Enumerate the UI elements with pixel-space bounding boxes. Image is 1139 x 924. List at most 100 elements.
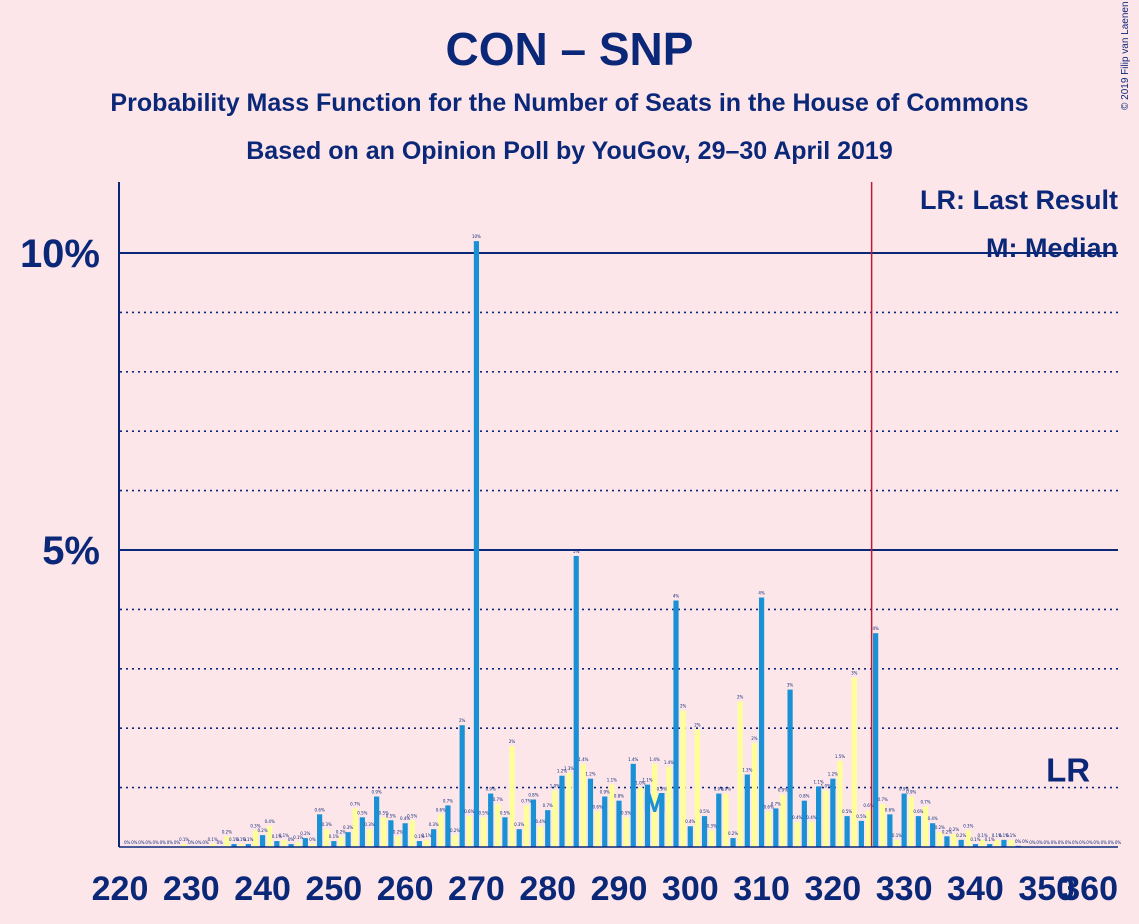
x-tick-label: 310: [733, 870, 790, 908]
blue-value-label: 0.9%: [899, 787, 909, 792]
blue-value-label: 0.1%: [985, 837, 995, 842]
yellow-value-label: 0.1%: [421, 833, 431, 838]
yellow-bar: [865, 810, 872, 847]
yellow-bar: [566, 772, 572, 847]
yellow-value-label: 1.0%: [821, 784, 831, 789]
yellow-bar: [267, 826, 273, 847]
yellow-bar: [994, 839, 1000, 847]
yellow-bar: [352, 808, 358, 847]
yellow-bar: [281, 839, 287, 847]
blue-value-label: 0%: [1044, 840, 1051, 845]
blue-value-label: 0.5%: [699, 809, 709, 814]
yellow-bar: [295, 842, 301, 847]
blue-value-label: 0%: [1029, 840, 1036, 845]
yellow-value-label: 0.4%: [806, 815, 816, 820]
blue-value-label: 0.2%: [728, 831, 738, 836]
blue-value-label: 0%: [1058, 840, 1065, 845]
yellow-value-label: 1.3%: [564, 766, 574, 771]
yellow-bar: [880, 804, 886, 847]
blue-bar: [359, 817, 365, 847]
blue-bar: [687, 826, 693, 847]
yellow-value-label: 2%: [680, 703, 687, 708]
blue-bar: [944, 836, 950, 847]
yellow-bar: [823, 790, 829, 847]
yellow-value-label: 0%: [152, 840, 159, 845]
blue-value-label: 0.1%: [229, 837, 239, 842]
yellow-bar: [210, 844, 216, 847]
blue-bar: [830, 778, 836, 847]
yellow-value-label: 0.5%: [407, 813, 417, 818]
blue-bar: [416, 841, 422, 847]
yellow-value-label: 0%: [1065, 840, 1072, 845]
x-tick-label: 290: [591, 870, 648, 908]
yellow-bar: [965, 830, 971, 847]
blue-value-label: 0.5%: [357, 810, 367, 815]
blue-value-label: 0%: [160, 840, 167, 845]
blue-value-label: 0%: [1086, 840, 1093, 845]
blue-value-label: 0%: [1115, 840, 1122, 845]
blue-value-label: 0.9%: [372, 790, 382, 795]
yellow-bar: [252, 830, 259, 847]
yellow-value-label: 0.7%: [521, 798, 531, 803]
yellow-bar: [780, 794, 786, 847]
yellow-value-label: 0.2%: [336, 829, 346, 834]
y-tick-label: 5%: [42, 529, 100, 573]
yellow-value-label: 0%: [138, 840, 145, 845]
blue-value-label: 0%: [174, 840, 181, 845]
yellow-value-label: 0%: [124, 840, 131, 845]
blue-bar: [516, 829, 522, 847]
blue-value-label: 0.2%: [257, 828, 267, 833]
blue-bar: [602, 796, 608, 847]
blue-value-label: 0.6%: [885, 807, 895, 812]
yellow-bar: [609, 784, 615, 847]
yellow-bar: [808, 822, 815, 847]
yellow-value-label: 3%: [851, 671, 858, 676]
yellow-bar: [623, 817, 629, 847]
blue-bar: [587, 778, 594, 847]
blue-value-label: 0.1%: [272, 834, 282, 839]
yellow-bar: [837, 760, 843, 847]
yellow-value-label: 0%: [195, 840, 202, 845]
yellow-bar: [366, 829, 373, 847]
blue-bar: [317, 814, 323, 847]
yellow-bar: [423, 839, 430, 847]
blue-bar: [701, 816, 708, 847]
blue-value-label: 10%: [472, 234, 481, 239]
blue-bar: [1001, 839, 1007, 847]
yellow-value-label: 0.7%: [350, 801, 360, 806]
yellow-value-label: 2%: [694, 722, 701, 727]
blue-bar: [958, 839, 964, 847]
blue-value-label: 0.2%: [956, 833, 966, 838]
blue-value-label: 0.6%: [315, 807, 325, 812]
blue-value-label: 0.3%: [429, 822, 439, 827]
blue-bar: [801, 800, 807, 847]
blue-value-label: 0%: [288, 837, 295, 842]
blue-bar: [972, 844, 979, 847]
yellow-bar: [580, 763, 586, 847]
yellow-value-label: 0.6%: [764, 804, 774, 809]
blue-bar: [473, 241, 480, 847]
blue-value-label: 0.2%: [300, 831, 310, 836]
blue-bar: [930, 823, 936, 847]
blue-bar: [858, 820, 864, 847]
blue-value-label: 0%: [131, 840, 138, 845]
yellow-bar: [537, 826, 544, 847]
yellow-bar: [694, 729, 701, 847]
x-tick-label: 280: [519, 870, 576, 908]
yellow-bar: [395, 836, 401, 847]
blue-value-label: 0.5%: [842, 809, 852, 814]
yellow-value-label: 0.9%: [721, 787, 731, 792]
yellow-value-label: 0.2%: [393, 829, 403, 834]
blue-value-label: 0.3%: [343, 825, 353, 830]
blue-bar: [231, 844, 237, 847]
yellow-bar: [1008, 839, 1014, 847]
yellow-value-label: 2%: [751, 736, 758, 741]
yellow-value-label: 0%: [1036, 840, 1043, 845]
yellow-value-label: 0.5%: [379, 810, 389, 815]
legend-median: M: Median: [986, 233, 1118, 263]
blue-value-label: 0%: [202, 840, 209, 845]
blue-value-label: 0.2%: [942, 829, 952, 834]
blue-bar: [716, 793, 722, 847]
blue-bar: [816, 786, 822, 847]
yellow-value-label: 0%: [1079, 840, 1086, 845]
